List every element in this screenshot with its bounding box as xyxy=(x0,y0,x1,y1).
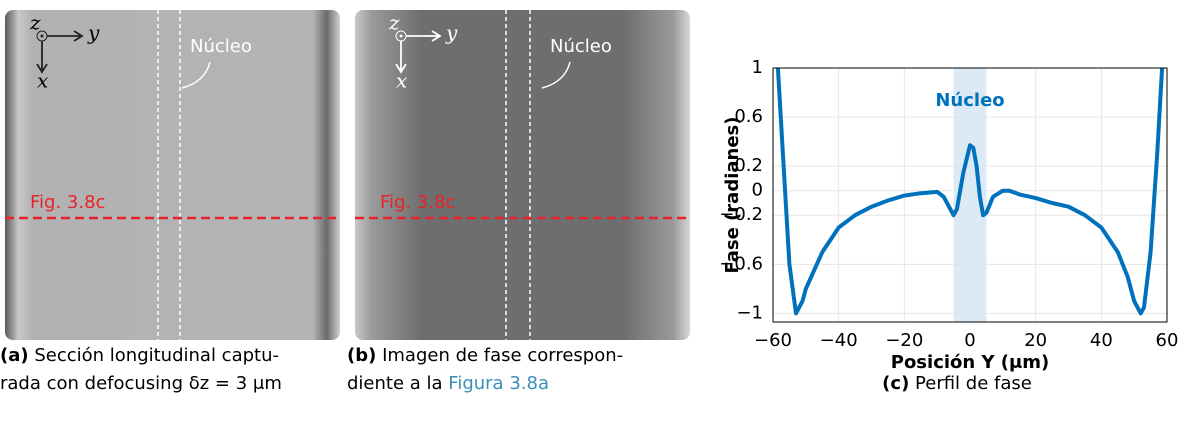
panel-a: Fig. 3.8c Núcleo z y x (a) Sección longi… xyxy=(0,10,340,394)
caption: diente a la Figura 3.8a xyxy=(347,373,549,394)
y-tick-label: 0.2 xyxy=(734,155,763,176)
x-tick-label: 20 xyxy=(1024,330,1047,351)
caption-label: (b) xyxy=(347,345,376,366)
x-tick-label: 40 xyxy=(1090,330,1113,351)
figure: Fig. 3.8c Núcleo z y x (a) Sección longi… xyxy=(0,0,1193,421)
caption-text: Imagen de fase correspon- xyxy=(382,345,623,366)
x-tick-label: −40 xyxy=(820,330,858,351)
y-tick-label: 0.6 xyxy=(734,106,763,127)
y-tick-label: 0 xyxy=(752,180,763,201)
axis-x: x xyxy=(396,69,407,93)
axis-y: y xyxy=(445,21,458,45)
axis-y: y xyxy=(87,21,100,45)
caption-text: diente a la xyxy=(347,373,443,394)
x-tick-label: −60 xyxy=(754,330,792,351)
line-label: Fig. 3.8c xyxy=(30,192,105,213)
y-tick-label: −1 xyxy=(736,302,763,323)
caption: (b) Imagen de fase correspon- xyxy=(347,345,623,366)
page: Fig. 3.8c Núcleo z y x (a) Sección longi… xyxy=(0,0,1193,425)
band-annotation: Núcleo xyxy=(935,90,1004,111)
caption: (a) Sección longitudinal captu- xyxy=(0,345,279,366)
x-axis-label: Posición Y (μm) xyxy=(891,352,1049,373)
axis-icon xyxy=(41,35,44,38)
caption-link[interactable]: Figura 3.8a xyxy=(448,373,549,394)
caption-label: (a) xyxy=(0,345,29,366)
axis-z: z xyxy=(388,11,400,35)
y-tick-label: −0.6 xyxy=(719,253,763,274)
axis-x: x xyxy=(37,69,48,93)
caption-text: Sección longitudinal captu- xyxy=(34,345,279,366)
y-axis-label: Fase (radianes) xyxy=(722,117,743,274)
x-tick-label: 0 xyxy=(964,330,975,351)
caption: rada con defocusing δz = 3 μm xyxy=(0,373,282,394)
panel-b: Fig. 3.8c Núcleo z y x (b) Imagen de fas… xyxy=(347,10,690,394)
caption-label: (c) xyxy=(882,373,909,394)
y-tick-label: −0.2 xyxy=(719,204,763,225)
microscope-image xyxy=(5,10,340,340)
y-tick-label: 1 xyxy=(752,57,763,78)
phase-image xyxy=(355,10,690,340)
axis-icon xyxy=(400,35,403,38)
axis-z: z xyxy=(29,11,41,35)
annotation: Núcleo xyxy=(550,36,612,57)
caption-text: Perfil de fase xyxy=(915,373,1032,394)
line-label: Fig. 3.8c xyxy=(380,192,455,213)
chart: (c) Perfil de fase Posición Y (μm) Fase … xyxy=(719,57,1178,394)
x-tick-label: −20 xyxy=(885,330,923,351)
annotation: Núcleo xyxy=(190,36,252,57)
x-tick-label: 60 xyxy=(1156,330,1179,351)
caption: (c) Perfil de fase xyxy=(882,373,1032,394)
